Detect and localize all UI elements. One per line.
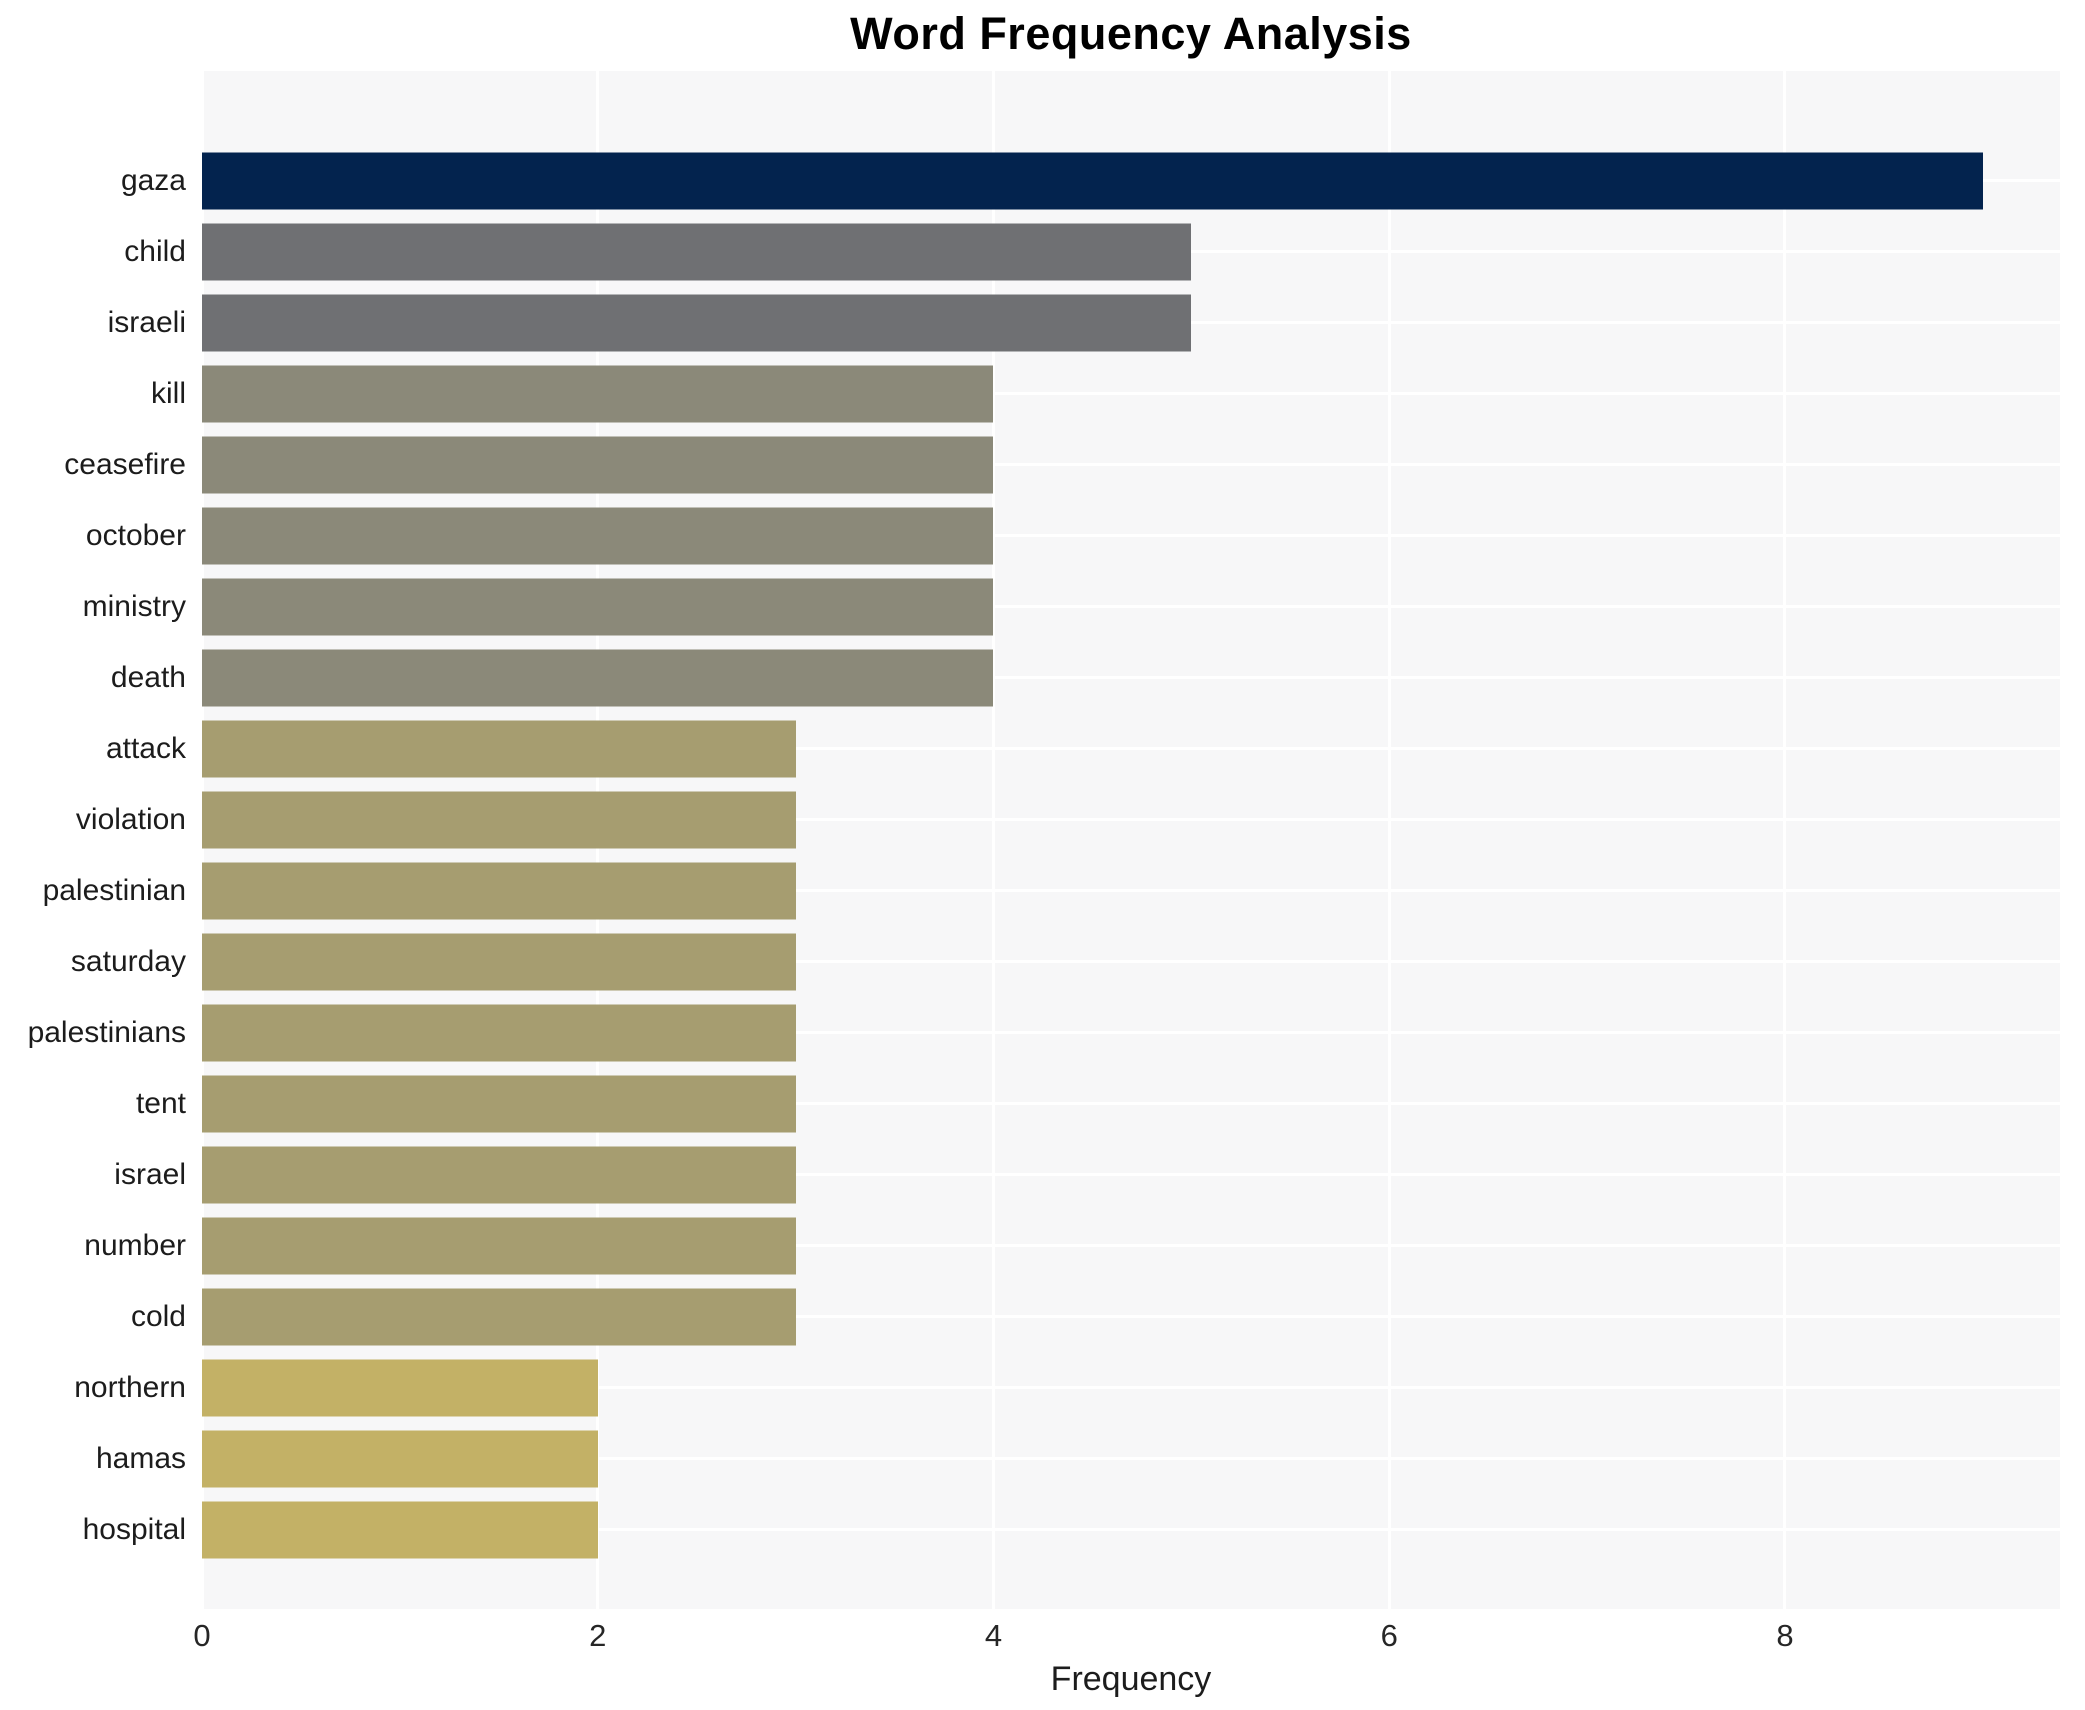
bar (202, 365, 994, 422)
y-gridline (202, 534, 2060, 537)
bar (202, 436, 994, 493)
category-label: israel (114, 1157, 186, 1191)
bar-row: palestinian (43, 855, 2060, 926)
bar (202, 507, 994, 564)
bar-row: child (124, 216, 2060, 287)
bar-row: attack (106, 713, 2060, 784)
bar-row: saturday (71, 926, 2060, 997)
bar-row: palestinians (28, 997, 2060, 1068)
y-gridline (202, 1102, 2060, 1105)
x-gridline (991, 71, 995, 1609)
bar-row: ministry (83, 571, 2060, 642)
category-label: cold (130, 1299, 186, 1333)
bar (202, 223, 1192, 280)
bar (202, 720, 796, 777)
bar-row: ceasefire (64, 429, 2060, 500)
y-gridline (202, 463, 2060, 466)
bar-row: gaza (121, 145, 2060, 216)
category-label: kill (151, 376, 186, 410)
y-gridline (202, 889, 2060, 892)
y-gridline (202, 676, 2060, 679)
bar-row: northern (74, 1352, 2060, 1423)
chart-title: Word Frequency Analysis (850, 8, 1412, 59)
category-label: death (110, 660, 186, 694)
category-label: saturday (70, 944, 186, 978)
x-axis-ticks: 0 2 4 6 8 (193, 1618, 2060, 1658)
bar (202, 1217, 796, 1274)
category-label: ministry (82, 589, 186, 623)
bar (202, 1359, 598, 1416)
bar (202, 152, 1983, 209)
bar (202, 1288, 796, 1345)
x-tick-label: 0 (193, 1618, 211, 1653)
x-gridline (1387, 71, 1391, 1609)
category-label: violation (75, 802, 186, 836)
x-tick-label: 8 (1776, 1618, 1794, 1653)
category-label: ceasefire (64, 447, 186, 481)
bar (202, 862, 796, 919)
bar (202, 649, 994, 706)
x-gridline (1783, 71, 1787, 1609)
y-gridline (202, 1457, 2060, 1460)
category-label: israeli (107, 305, 186, 339)
bar (202, 578, 994, 635)
category-label: palestinian (42, 873, 186, 907)
bar-row: hamas (96, 1423, 2060, 1494)
bar-row: violation (76, 784, 2060, 855)
x-axis-label: Frequency (1050, 1660, 1212, 1698)
y-gridline (202, 1315, 2060, 1318)
bar (202, 791, 796, 848)
category-label: northern (74, 1370, 186, 1404)
category-label: hamas (95, 1441, 186, 1475)
bar (202, 1501, 598, 1558)
category-label: tent (135, 1086, 186, 1120)
bar-rows-container: gaza child israeli kill ceasefire octobe… (28, 145, 2060, 1565)
y-gridline (202, 1386, 2060, 1389)
bar (202, 1146, 796, 1203)
y-gridline (202, 392, 2060, 395)
category-label: child (124, 234, 186, 268)
bar-row: hospital (83, 1494, 2060, 1565)
category-label: number (84, 1228, 186, 1262)
x-tick-label: 2 (589, 1618, 607, 1653)
category-label: attack (105, 731, 186, 765)
category-label: palestinians (27, 1015, 186, 1049)
bar-row: death (111, 642, 2060, 713)
bar-row: israel (114, 1139, 2060, 1210)
bar-row: tent (136, 1068, 2060, 1139)
y-gridline (202, 1528, 2060, 1531)
y-gridline (202, 1173, 2060, 1176)
y-gridline (202, 960, 2060, 963)
bar-row: cold (131, 1281, 2060, 1352)
bar (202, 933, 796, 990)
bar-row: october (86, 500, 2060, 571)
bar (202, 294, 1192, 351)
category-label: october (85, 518, 186, 552)
x-tick-label: 6 (1380, 1618, 1398, 1653)
bar (202, 1004, 796, 1061)
bar-row: kill (151, 358, 2060, 429)
y-gridline (202, 1244, 2060, 1247)
y-gridline (202, 605, 2060, 608)
category-label: hospital (82, 1512, 186, 1546)
bar (202, 1430, 598, 1487)
category-label: gaza (120, 163, 186, 197)
y-gridline (202, 818, 2060, 821)
y-gridline (202, 1031, 2060, 1034)
x-tick-label: 4 (984, 1618, 1003, 1653)
y-gridline (202, 747, 2060, 750)
bar-row: number (84, 1210, 2060, 1281)
bar-row: israeli (108, 287, 2060, 358)
bar (202, 1075, 796, 1132)
